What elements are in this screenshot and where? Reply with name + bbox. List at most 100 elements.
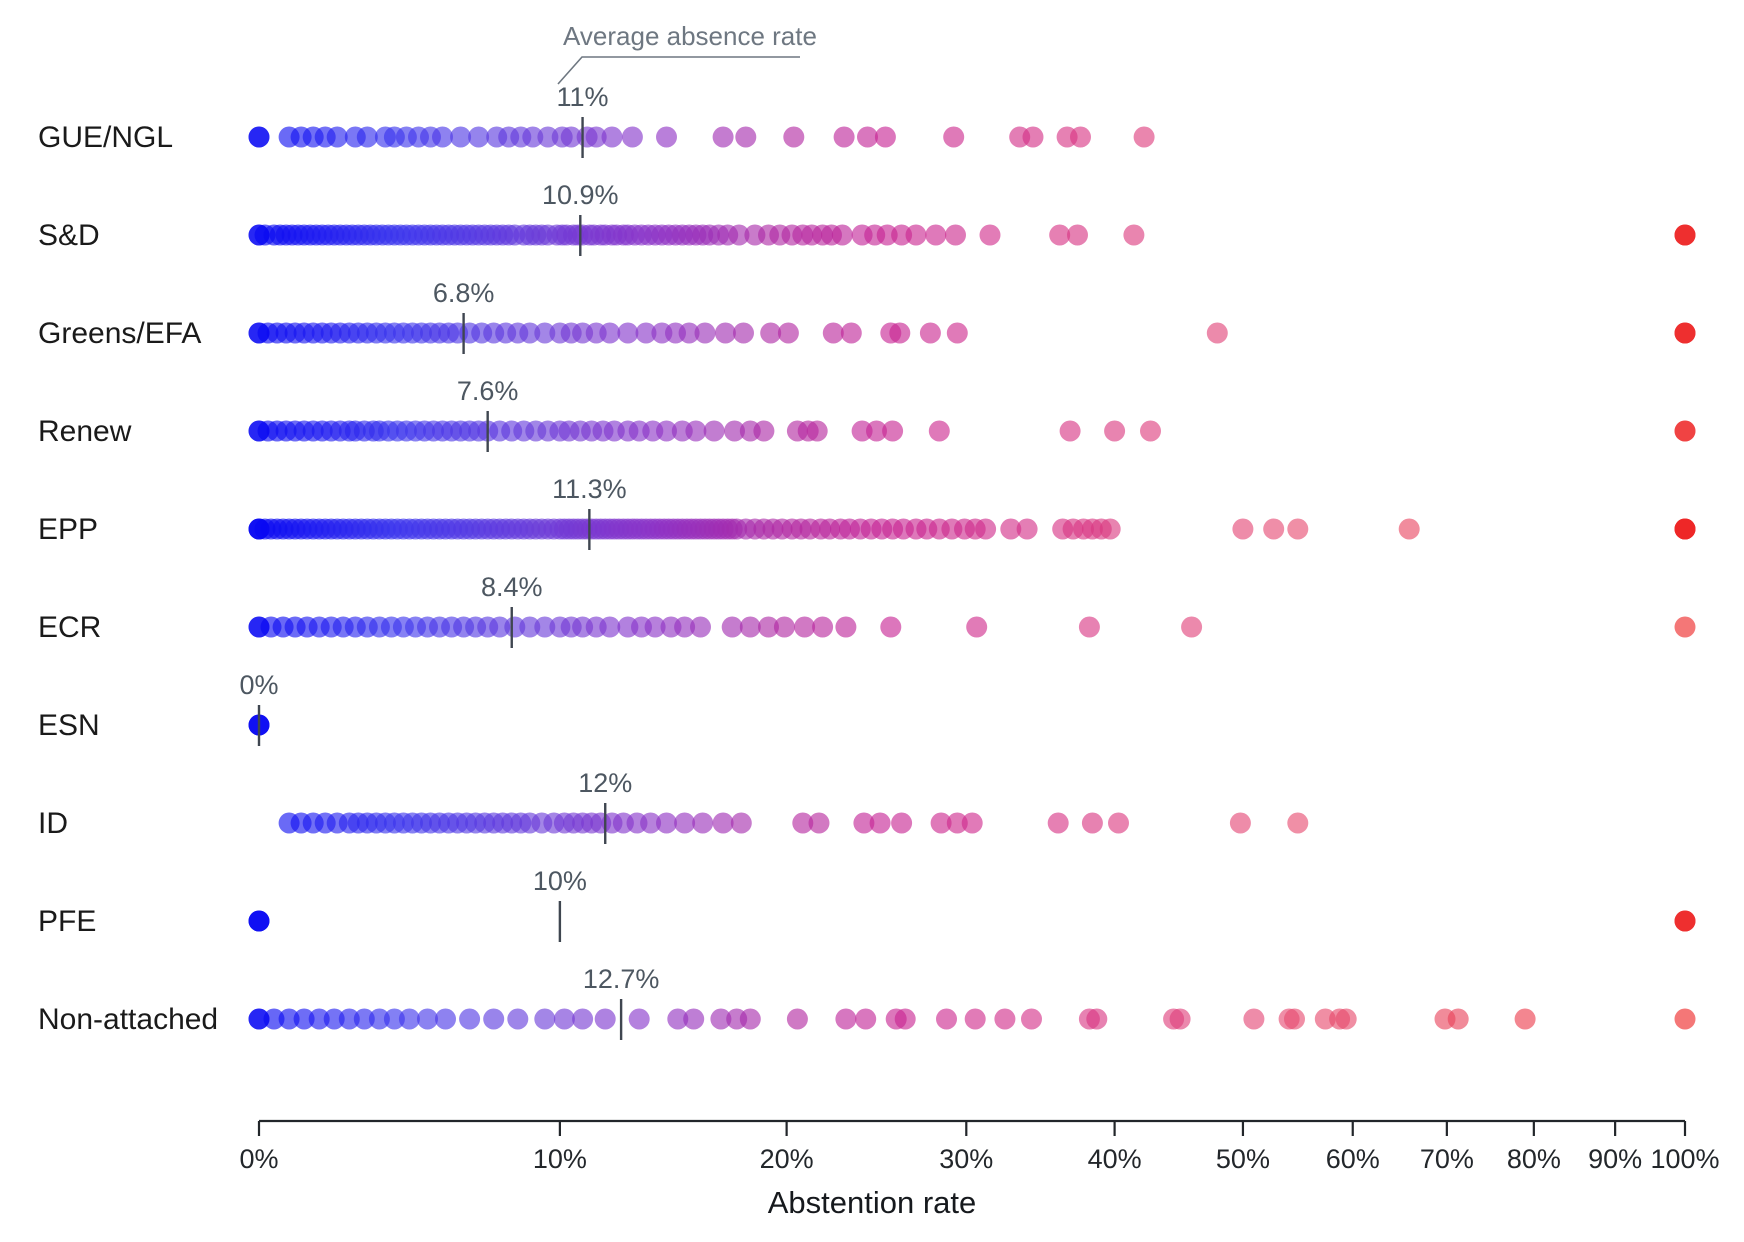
dot <box>1049 224 1071 246</box>
dot <box>869 812 891 834</box>
dot <box>640 812 662 834</box>
dot <box>853 812 875 834</box>
dot <box>656 812 677 834</box>
dot <box>891 812 913 834</box>
row-label-renew: Renew <box>38 415 132 448</box>
dot <box>1447 1008 1469 1030</box>
dot <box>585 126 607 148</box>
dot <box>694 322 716 344</box>
dot <box>1287 812 1309 834</box>
row-label-esn: ESN <box>38 709 100 742</box>
dot <box>721 616 743 638</box>
dot <box>712 812 734 834</box>
dot <box>1243 1008 1265 1030</box>
dot <box>323 1008 345 1030</box>
dot <box>831 224 853 246</box>
dot <box>966 616 988 638</box>
average-label: 8.4% <box>481 572 543 602</box>
dot <box>806 420 828 442</box>
dot <box>450 126 472 148</box>
dot <box>975 518 997 540</box>
dot <box>248 126 270 148</box>
dot <box>594 1008 616 1030</box>
dot <box>835 1008 857 1030</box>
dot <box>1070 126 1091 148</box>
dot <box>504 616 526 638</box>
dot <box>710 1008 732 1030</box>
dot <box>1263 518 1285 540</box>
row-label-non-attached: Non-attached <box>38 1003 218 1036</box>
dot <box>840 322 862 344</box>
dot <box>964 1008 986 1030</box>
dot <box>459 1008 481 1030</box>
dot <box>308 1008 330 1030</box>
dot <box>519 322 541 344</box>
dot <box>945 224 966 246</box>
dot <box>946 322 968 344</box>
dot <box>1284 1008 1305 1030</box>
dot <box>667 1008 689 1030</box>
dot <box>468 126 490 148</box>
dot <box>919 322 941 344</box>
dot <box>1104 420 1126 442</box>
dot <box>812 616 834 638</box>
average-label: 12% <box>578 768 632 798</box>
average-label: 11.3% <box>552 474 627 504</box>
dot <box>599 616 621 638</box>
dot <box>936 1008 957 1030</box>
dot <box>1021 1008 1042 1030</box>
dot <box>1059 420 1081 442</box>
dot <box>735 126 757 148</box>
dot <box>760 322 782 344</box>
dot <box>1335 1008 1357 1030</box>
x-axis-tick-label: 40% <box>1088 1144 1142 1174</box>
x-axis-tick-label: 30% <box>939 1144 993 1174</box>
dot <box>417 1008 438 1030</box>
dot <box>794 616 816 638</box>
dot <box>248 1008 270 1030</box>
dot <box>678 322 700 344</box>
dot <box>855 1008 877 1030</box>
dot <box>1674 518 1696 540</box>
dot <box>880 616 902 638</box>
dot <box>943 126 965 148</box>
dot <box>1674 616 1696 638</box>
x-axis-tick-label: 20% <box>760 1144 814 1174</box>
x-axis-tick-label: 80% <box>1507 1144 1561 1174</box>
dot <box>674 812 696 834</box>
dot <box>685 420 707 442</box>
x-axis-tick-label: 90% <box>1588 1144 1642 1174</box>
dot <box>876 224 898 246</box>
dot <box>979 224 1001 246</box>
x-axis-tick-label: 60% <box>1326 1144 1380 1174</box>
average-label: 10.9% <box>542 180 619 210</box>
dot <box>674 616 696 638</box>
dot <box>808 812 830 834</box>
dot <box>1181 616 1203 638</box>
dot <box>753 420 775 442</box>
dot <box>1133 126 1155 148</box>
dot <box>356 126 378 148</box>
average-label: 6.8% <box>433 278 495 308</box>
dot <box>1169 1008 1191 1030</box>
dot <box>994 1008 1016 1030</box>
dot <box>786 1008 808 1030</box>
dot <box>534 322 556 344</box>
dot <box>777 322 799 344</box>
dot <box>263 1008 285 1030</box>
dot <box>644 616 666 638</box>
dot <box>882 420 904 442</box>
dot <box>1099 518 1121 540</box>
dot <box>1000 518 1022 540</box>
dot <box>1674 910 1696 932</box>
average-label: 7.6% <box>457 376 519 406</box>
dot <box>1081 812 1103 834</box>
dot <box>739 1008 761 1030</box>
dot <box>874 126 896 148</box>
dot <box>1140 420 1161 442</box>
dot <box>851 420 873 442</box>
dot <box>833 126 855 148</box>
dot <box>928 420 950 442</box>
dot <box>1206 322 1228 344</box>
